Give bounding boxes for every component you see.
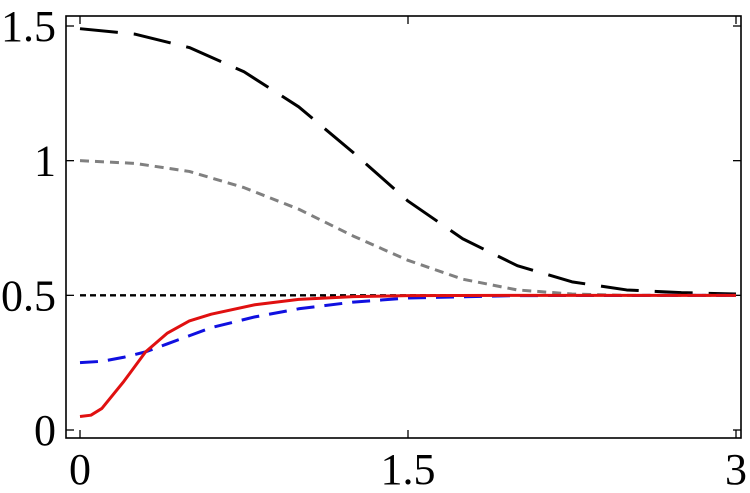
x-tick-label: 3 (725, 445, 747, 493)
plot-frame (65, 15, 742, 439)
axes-frame (65, 15, 742, 439)
series-line-4 (79, 293, 736, 419)
x-tick-label: 0 (69, 445, 91, 493)
series-line-5 (79, 293, 737, 365)
series-line-2 (79, 159, 736, 297)
y-tick-label: 0.5 (1, 271, 56, 320)
ticks (66, 16, 741, 438)
series-line-1 (79, 27, 737, 296)
y-tick-label: 1.5 (1, 2, 56, 51)
y-tick-label: 1 (34, 137, 56, 186)
y-tick-label: 0 (34, 406, 56, 455)
x-tick-label: 1.5 (381, 445, 436, 493)
series (79, 27, 737, 419)
